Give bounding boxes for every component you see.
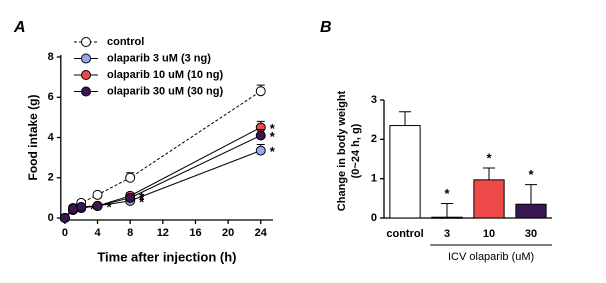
data-point [68, 203, 79, 214]
y-tick-label: 3 [371, 94, 377, 106]
legend-marker [81, 70, 91, 80]
significance-mark: * [444, 186, 450, 201]
y-tick-label: 2 [371, 133, 377, 145]
data-point [255, 145, 266, 156]
legend-label: olaparib 3 uM (3 ng) [107, 52, 211, 64]
x-tick-label: 10 [483, 228, 495, 240]
y-tick-label: 8 [48, 51, 54, 63]
legend-label: control [107, 36, 144, 48]
y-axis-label: Food intake (g) [26, 95, 40, 181]
panel-label: B [320, 19, 332, 36]
bar [431, 216, 463, 219]
data-point [76, 201, 87, 212]
bar [515, 203, 547, 219]
legend-marker [81, 37, 91, 47]
error-bar [483, 167, 495, 180]
y-tick-label: 1 [371, 173, 377, 185]
significance-mark: * [270, 129, 276, 144]
significance-mark: * [139, 194, 145, 209]
y-axis-label: (0~24 h, g) [350, 123, 362, 178]
data-point [255, 86, 266, 97]
y-axis-label: Change in body weight [336, 90, 348, 211]
x-tick-label: 4 [94, 227, 101, 239]
significance-mark: * [270, 144, 276, 159]
x-tick-label: control [386, 228, 423, 240]
bar [473, 179, 505, 219]
x-tick-label: 24 [255, 227, 268, 239]
data-point [125, 192, 136, 203]
error-bar [399, 111, 411, 126]
x-tick-label: 20 [222, 227, 234, 239]
x-tick-label: 30 [525, 228, 537, 240]
legend-marker [81, 53, 91, 64]
y-tick-label: 6 [48, 91, 54, 103]
significance-mark: * [139, 191, 145, 206]
x-axis-label: Time after injection (h) [97, 249, 236, 264]
y-tick-label: 0 [48, 212, 54, 224]
legend-label: olaparib 30 uM (30 ng) [107, 85, 223, 97]
data-point [59, 213, 70, 223]
bar [389, 125, 421, 219]
panel-label: A [13, 19, 26, 36]
x-tick-label: 12 [157, 227, 169, 239]
legend-label: olaparib 10 uM (10 ng) [107, 69, 223, 81]
significance-mark: * [139, 189, 145, 204]
group-label: ICV olaparib (uM) [448, 251, 534, 263]
data-point [255, 130, 266, 141]
data-point [92, 200, 103, 211]
significance-mark: * [107, 199, 113, 214]
x-tick-label: 16 [189, 227, 201, 239]
significance-mark: * [90, 201, 96, 216]
y-tick-label: 0 [371, 212, 377, 224]
data-point [92, 189, 103, 200]
x-tick-label: 8 [127, 227, 133, 239]
significance-mark: * [486, 150, 492, 165]
legend-marker [81, 86, 91, 97]
y-tick-label: 2 [48, 172, 54, 184]
error-bar [441, 202, 453, 218]
significance-mark: * [528, 167, 534, 182]
x-tick-label: 0 [62, 227, 68, 239]
x-tick-label: 3 [444, 228, 450, 240]
y-tick-label: 4 [48, 131, 55, 143]
data-point [125, 172, 136, 183]
significance-mark: * [270, 121, 276, 136]
error-bar [525, 184, 537, 205]
series-line [64, 90, 262, 219]
